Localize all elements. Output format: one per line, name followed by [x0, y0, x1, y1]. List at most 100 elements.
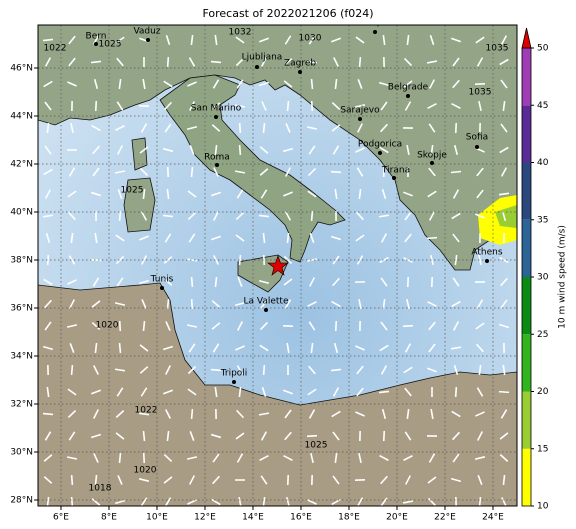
city-label: Skopje [417, 151, 447, 161]
wind-arrow [380, 321, 388, 331]
wind-arrow [451, 212, 461, 220]
wind-arrow [452, 233, 460, 243]
wind-arrow [68, 211, 76, 221]
wind-arrow [118, 342, 122, 354]
wind-arrow [46, 496, 50, 506]
wind-arrow [118, 320, 122, 332]
wind-arrow [115, 432, 125, 440]
wind-arrow [331, 498, 341, 506]
wind-arrow [235, 409, 245, 419]
wind-arrow [187, 211, 197, 221]
wind-arrow [380, 475, 388, 485]
wind-arrow [210, 368, 222, 372]
wind-area [495, 205, 517, 228]
wind-arrow [211, 322, 221, 330]
wind-arrow [118, 452, 122, 464]
wind-arrow [451, 300, 461, 308]
wind-arrow [452, 277, 460, 287]
colorbar-tick-label: 25 [537, 330, 548, 340]
wind-arrow [44, 57, 52, 67]
wind-arrow [474, 456, 486, 460]
colorbar-segment [522, 334, 531, 392]
wind-arrow [43, 168, 53, 176]
colorbar-tick-label: 20 [537, 387, 549, 397]
isobar-label: 1035 [469, 88, 492, 98]
wind-arrow [330, 170, 342, 174]
wind-arrow [333, 342, 339, 354]
land-corsica [131, 137, 148, 171]
wind-arrow [94, 232, 98, 244]
wind-arrow [452, 189, 460, 199]
y-tick-label: 28°N [10, 496, 33, 506]
wind-arrow [68, 35, 76, 45]
wind-arrow [380, 233, 388, 243]
wind-arrow [358, 56, 362, 68]
wind-arrow [427, 190, 437, 198]
y-tick-label: 34°N [10, 352, 33, 362]
wind-arrow [501, 210, 507, 222]
x-tick-label: 20°E [386, 513, 408, 523]
wind-arrow [162, 147, 174, 153]
wind-arrow [355, 234, 365, 242]
wind-arrow [331, 124, 341, 132]
wind-arrow [451, 431, 461, 441]
wind-arrow [262, 232, 266, 244]
city-dot [485, 259, 489, 263]
wind-arrow [186, 125, 198, 131]
wind-arrow [357, 79, 363, 89]
colorbar-tick-label: 15 [537, 444, 548, 454]
wind-arrow [140, 123, 148, 133]
wind-arrow [308, 35, 316, 45]
wind-arrow [188, 57, 196, 67]
wind-arrow [92, 167, 100, 177]
wind-arrow [214, 386, 218, 398]
wind-arrow [499, 454, 509, 462]
y-tick-label: 30°N [10, 448, 33, 458]
wind-arrow [259, 344, 269, 352]
x-tick-label: 12°E [194, 513, 216, 523]
isobar-label: 1032 [229, 28, 252, 38]
wind-arrow [429, 35, 435, 45]
wind-arrow [450, 477, 462, 483]
wind-arrow [403, 57, 413, 67]
wind-arrow [115, 255, 125, 265]
colorbar-segment [522, 448, 531, 506]
wind-arrow [381, 408, 387, 420]
wind-arrow [286, 232, 290, 244]
city-dot [214, 115, 218, 119]
wind-arrow [355, 345, 365, 351]
wind-arrow [450, 346, 462, 350]
wind-arrow [142, 452, 146, 464]
wind-arrow [451, 410, 461, 418]
wind-arrow [212, 453, 220, 463]
wind-arrow [355, 147, 365, 153]
wind-arrow [379, 256, 389, 264]
wind-arrow [452, 79, 460, 89]
isobar-label: 1022 [44, 44, 67, 54]
wind-arrow [45, 232, 51, 244]
wind-arrow [117, 475, 123, 485]
wind-arrow [498, 390, 510, 394]
wind-arrow [67, 81, 77, 87]
city-label: Sofia [466, 133, 488, 143]
wind-arrow [140, 211, 148, 221]
wind-arrow [332, 431, 340, 441]
wind-field [42, 34, 510, 506]
wind-arrow [356, 167, 364, 177]
city-label: Bern [86, 32, 107, 42]
wind-arrow [478, 364, 482, 376]
city-dot [264, 308, 268, 312]
wind-arrow [210, 60, 222, 64]
wind-arrow [307, 190, 317, 198]
colorbar-segment [522, 162, 531, 220]
city-dot [160, 286, 164, 290]
wind-arrow [307, 301, 317, 307]
wind-arrow [406, 144, 410, 156]
city-label: Tunis [150, 275, 174, 285]
colorbar-extend [521, 27, 532, 49]
wind-arrow [44, 431, 52, 441]
wind-arrow [212, 343, 220, 353]
wind-arrow [92, 277, 100, 287]
